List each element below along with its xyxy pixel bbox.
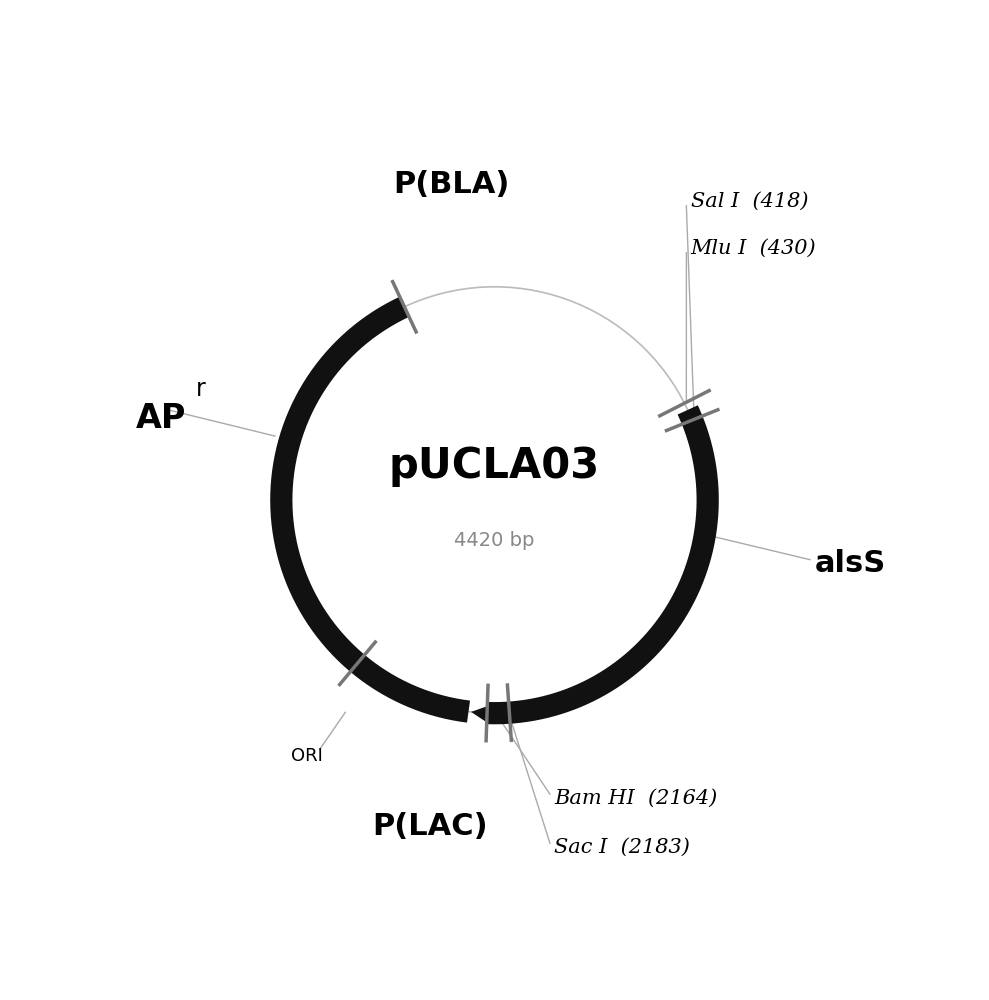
- Text: alsS: alsS: [814, 549, 885, 578]
- Text: 4420 bp: 4420 bp: [454, 531, 535, 550]
- Text: r: r: [196, 377, 206, 401]
- Text: Sac I  (2183): Sac I (2183): [554, 838, 690, 857]
- Text: P(BLA): P(BLA): [394, 170, 510, 199]
- Text: Sal I  (418): Sal I (418): [690, 192, 808, 211]
- Text: Bam HI  (2164): Bam HI (2164): [554, 789, 717, 808]
- Text: Mlu I  (430): Mlu I (430): [690, 239, 816, 258]
- Text: AP: AP: [136, 402, 187, 435]
- Text: P(LAC): P(LAC): [373, 812, 489, 841]
- Text: pUCLA03: pUCLA03: [389, 445, 600, 487]
- Text: ORI: ORI: [291, 747, 322, 765]
